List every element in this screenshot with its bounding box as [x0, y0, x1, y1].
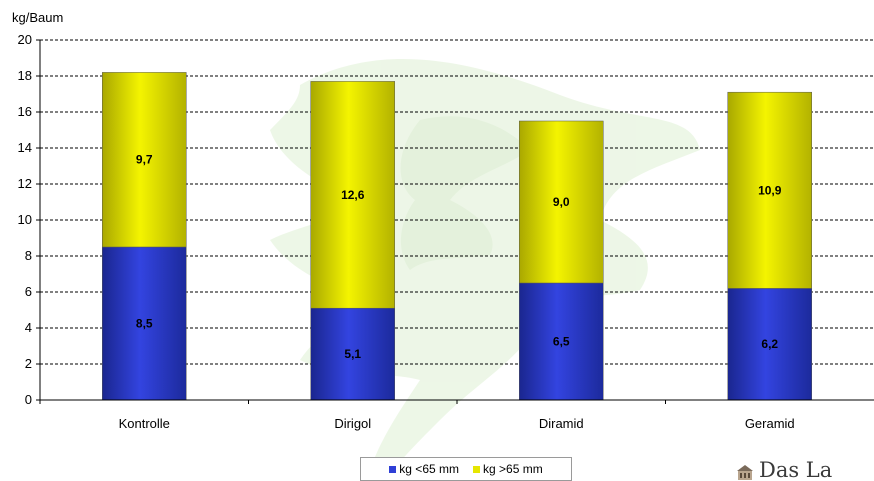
y-tick-label: 4 [25, 320, 32, 335]
y-tick-label: 0 [25, 392, 32, 407]
data-label: 6,2 [761, 337, 778, 351]
legend-item-small: kg <65 mm [389, 462, 459, 476]
legend: kg <65 mm kg >65 mm [360, 457, 572, 481]
y-tick-label: 18 [18, 68, 32, 83]
x-tick-label: Dirigol [334, 416, 371, 431]
data-label: 8,5 [136, 317, 153, 331]
bar-segment-large [102, 72, 187, 248]
corner-logo: Das La [735, 458, 874, 481]
bar-segment-small [310, 307, 395, 401]
bar-segment-large [519, 120, 604, 284]
data-label: 6,5 [553, 335, 570, 349]
bar-segment-small [727, 288, 812, 401]
legend-item-large: kg >65 mm [473, 462, 543, 476]
building-icon [737, 465, 753, 480]
y-tick-label: 20 [18, 32, 32, 47]
x-tick-label: Kontrolle [119, 416, 170, 431]
legend-swatch-small [389, 465, 397, 473]
y-tick-label: 10 [18, 212, 32, 227]
legend-label-large: kg >65 mm [483, 462, 543, 476]
data-label: 5,1 [344, 347, 361, 361]
legend-swatch-large [473, 465, 480, 473]
y-tick-label: 6 [25, 284, 32, 299]
y-tick-label: 12 [18, 176, 32, 191]
y-tick-label: 8 [25, 248, 32, 263]
corner-logo-text: Das La [759, 458, 833, 481]
bar-segment-small [102, 246, 187, 401]
y-axis-title: kg/Baum [12, 10, 63, 25]
y-tick-label: 16 [18, 104, 32, 119]
y-axis: 0 2 4 6 8 10 12 14 16 18 20 [18, 32, 41, 407]
bars [102, 72, 812, 401]
y-tick-label: 2 [25, 356, 32, 371]
legend-label-small: kg <65 mm [399, 462, 459, 476]
data-label: 12,6 [341, 188, 365, 202]
bar-segment-large [310, 81, 395, 309]
x-tick-label: Diramid [539, 416, 584, 431]
data-label: 9,7 [136, 153, 153, 167]
y-tick-label: 14 [18, 140, 32, 155]
data-label: 10,9 [758, 183, 782, 197]
x-tick-label: Geramid [745, 416, 795, 431]
bar-segment-small [519, 282, 604, 401]
bar-segment-large [727, 91, 812, 289]
data-labels: 8,5 9,7 5,1 12,6 6,5 9,0 6,2 10,9 [136, 153, 782, 361]
data-label: 9,0 [553, 195, 570, 209]
x-axis: Kontrolle Dirigol Diramid Geramid [39, 399, 874, 431]
